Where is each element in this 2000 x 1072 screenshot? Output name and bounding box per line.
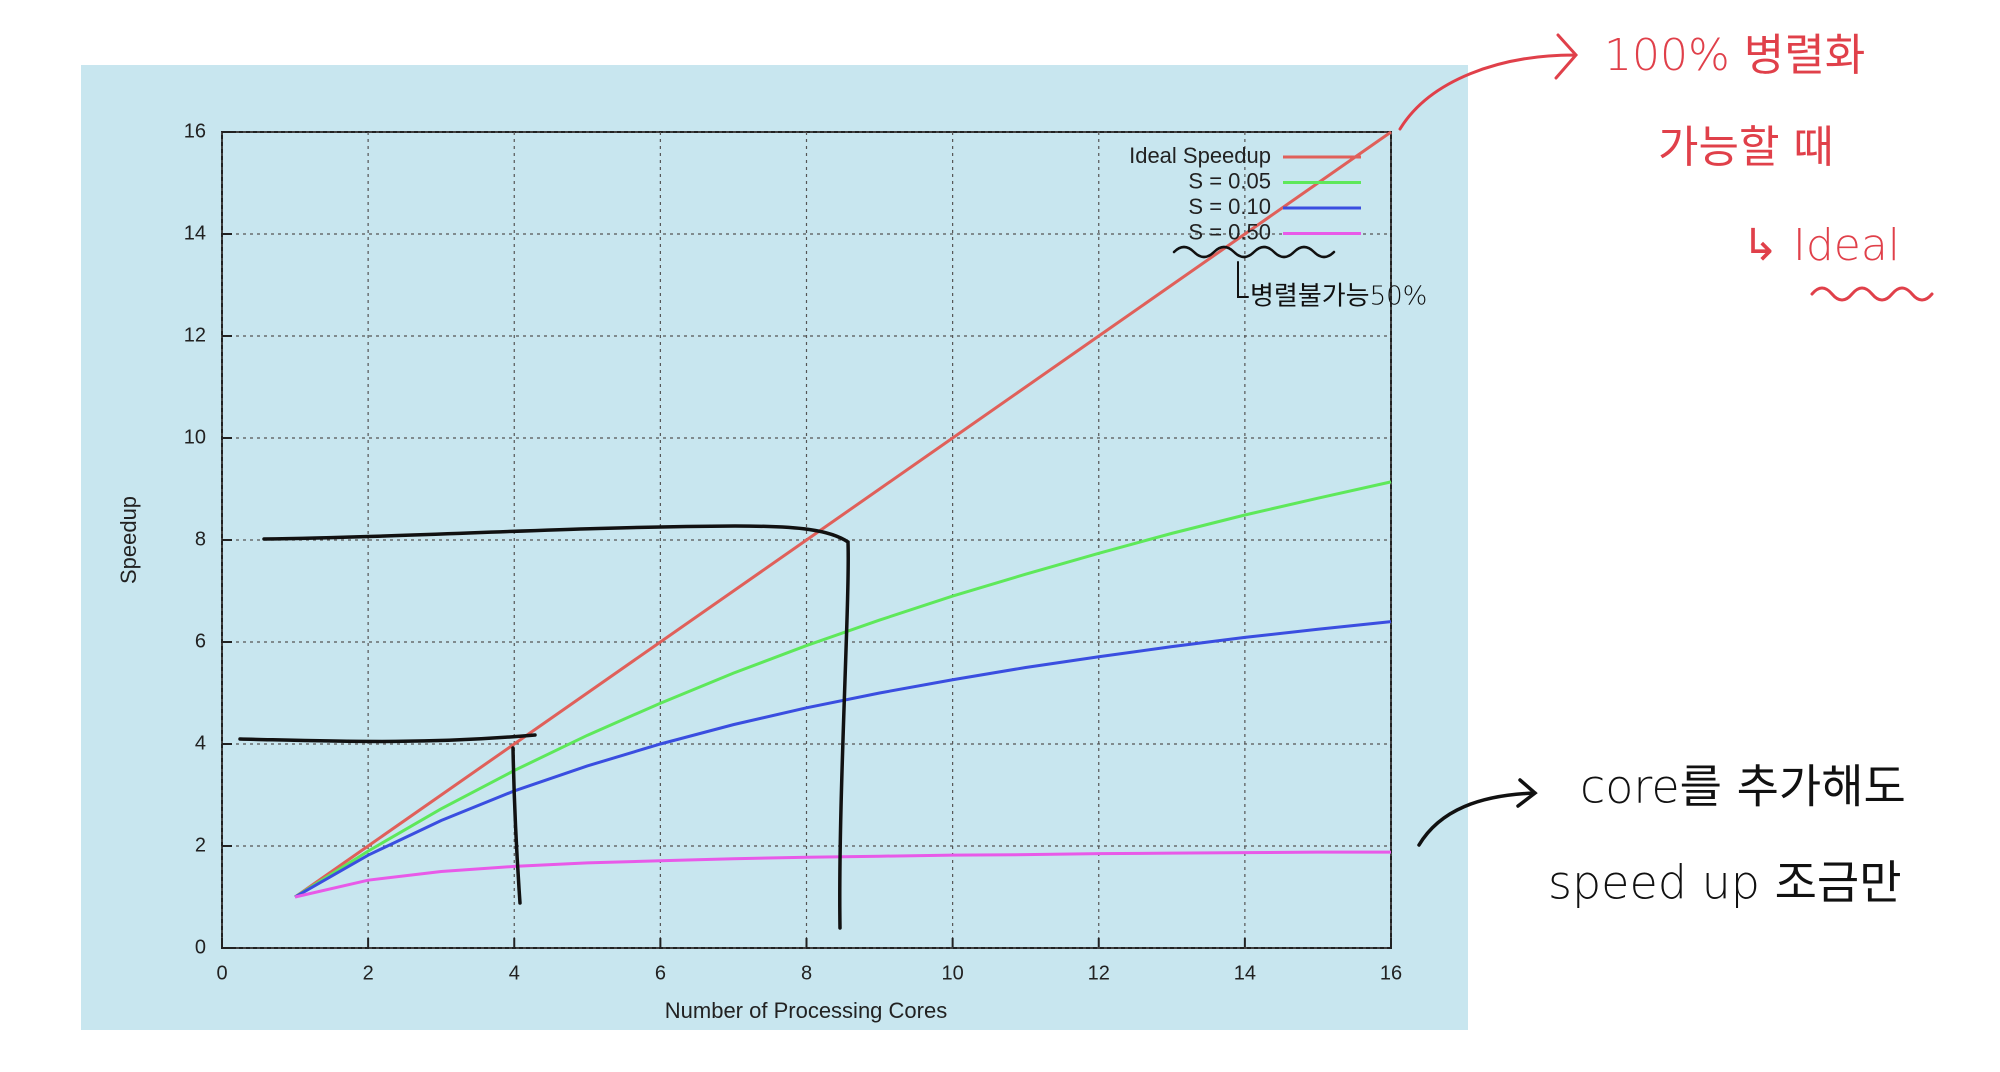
series-line — [294, 130, 1392, 899]
y-tick-label: 0 — [195, 936, 206, 958]
x-tick-label: 16 — [1380, 962, 1402, 984]
x-tick-label: 2 — [363, 962, 374, 984]
y-tick-label: 16 — [184, 120, 206, 142]
x-tick-label: 0 — [216, 962, 227, 984]
annotation: core를 추가해도 — [1580, 760, 1906, 814]
hand-underline — [1172, 245, 1336, 259]
y-tick-label: 4 — [195, 732, 206, 754]
y-axis-label: Speedup — [116, 496, 141, 584]
hand-arrow — [1398, 33, 1579, 131]
legend-label: Ideal Speedup — [1129, 143, 1271, 168]
y-tick-label: 14 — [184, 222, 206, 244]
annotation: 병렬불가능50% — [1250, 282, 1427, 312]
y-tick-label: 12 — [184, 324, 206, 346]
x-tick-label: 6 — [655, 962, 666, 984]
annotation: ↳ Ideal — [1742, 220, 1900, 271]
x-tick-label: 10 — [942, 962, 964, 984]
y-tick-label: 6 — [195, 630, 206, 652]
hand-strokes — [238, 245, 1538, 930]
legend-label: S = 0.05 — [1188, 168, 1271, 193]
hand-stroke — [238, 733, 537, 744]
legend-label: S = 0.10 — [1188, 194, 1271, 219]
y-tick-label: 10 — [184, 426, 206, 448]
x-tick-label: 4 — [509, 962, 520, 984]
series-line — [294, 850, 1391, 899]
hand-bracket — [1237, 261, 1249, 298]
x-tick-label: 14 — [1234, 962, 1256, 984]
annotation: 100% 병렬화 — [1604, 30, 1865, 81]
hand-arrow — [1417, 778, 1538, 847]
x-axis-label: Number of Processing Cores — [665, 998, 947, 1023]
legend-label: S = 0.50 — [1188, 219, 1271, 244]
hand-red-strokes — [1398, 33, 1934, 302]
hand-underline — [1810, 286, 1934, 302]
y-tick-label: 2 — [195, 834, 206, 856]
series-line — [294, 480, 1392, 899]
x-tick-label: 12 — [1088, 962, 1110, 984]
annotation: 가능할 때 — [1658, 122, 1834, 173]
hand-stroke — [262, 524, 850, 930]
y-tick-label: 8 — [195, 528, 206, 550]
hand-stroke — [511, 746, 522, 905]
x-tick-label: 8 — [801, 962, 812, 984]
annotation: speed up 조금만 — [1548, 856, 1902, 910]
